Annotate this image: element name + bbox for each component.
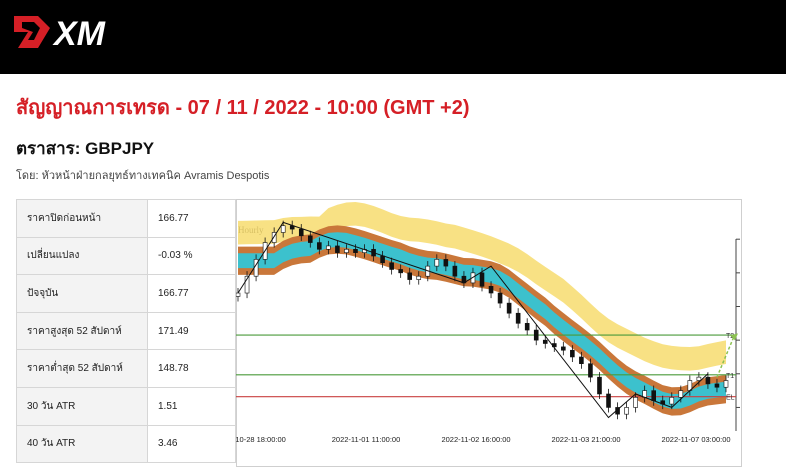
svg-text:XM: XM xyxy=(52,15,106,52)
stats-value: 3.46 xyxy=(147,424,236,464)
arrow-head xyxy=(730,333,738,341)
candle xyxy=(579,351,584,369)
candle xyxy=(533,325,539,346)
candle xyxy=(542,335,548,349)
stats-table: ราคาปิดก่อนหน้า 166.77 เปลี่ยนแปลง -0.03 % ป… xyxy=(16,199,236,464)
candle xyxy=(434,254,440,272)
x-tick-label: 2022-10-28 18:00:00 xyxy=(236,435,286,444)
candle xyxy=(407,267,413,285)
price-chart: Hourly171.00170.00169.00168.00167.00166.… xyxy=(236,202,740,444)
stats-row: ราคาปิดก่อนหน้า 166.77 xyxy=(16,199,236,238)
stats-value: 171.49 xyxy=(147,311,236,351)
candle xyxy=(344,244,349,258)
instrument-label: ตราสาร: GBPJPY xyxy=(16,139,155,158)
candle xyxy=(298,224,304,241)
candle xyxy=(669,392,675,410)
page-title: สัญญาณการเทรด - 07 / 11 / 2022 - 10:00 (… xyxy=(16,97,470,119)
x-tick-label: 2022-11-02 16:00:00 xyxy=(441,435,510,444)
candle xyxy=(606,388,611,413)
candle xyxy=(515,308,521,329)
candle xyxy=(244,271,250,299)
stats-label: เปลี่ยนแปลง xyxy=(16,236,148,276)
stats-label: 30 วัน ATR xyxy=(16,386,148,426)
candle xyxy=(236,287,241,302)
candle xyxy=(307,230,313,248)
stats-row: 40 วัน ATR 3.46 xyxy=(16,424,236,464)
stats-row: เปลี่ยนแปลง -0.03 % xyxy=(16,236,236,276)
stats-label: ราคาต่ำสุด 52 สัปดาห์ xyxy=(16,349,148,388)
stats-value: -0.03 % xyxy=(147,236,236,276)
stats-label: 40 วัน ATR xyxy=(16,424,148,464)
xm-logo[interactable]: XM xyxy=(14,12,134,52)
stats-label: ปัจจุบัน xyxy=(16,274,148,313)
candle xyxy=(696,372,702,386)
stats-value: 148.78 xyxy=(147,349,236,388)
author-byline: โดย: หัวหน้าฝ่ายกลยุทธ์ทางเทคนิค Avramis… xyxy=(16,170,270,182)
x-tick-label: 2022-11-03 21:00:00 xyxy=(551,435,620,444)
stats-row: ปัจจุบัน 166.77 xyxy=(16,274,236,313)
candle xyxy=(506,298,512,319)
candle xyxy=(497,287,503,309)
cyan-band xyxy=(238,232,726,409)
candle xyxy=(443,254,449,272)
x-tick-label: 2022-11-01 11:00:00 xyxy=(332,435,401,444)
level-label: T2 xyxy=(726,333,734,340)
candle xyxy=(524,318,530,336)
candle xyxy=(280,220,286,238)
projection-arrow xyxy=(716,336,735,378)
stats-label: ราคาปิดก่อนหน้า xyxy=(16,199,148,238)
candle xyxy=(570,345,575,363)
candle xyxy=(588,358,593,383)
level-label: T1 xyxy=(726,373,734,380)
candle xyxy=(723,375,729,393)
candle xyxy=(597,372,602,400)
candle xyxy=(335,240,340,258)
candle xyxy=(561,341,566,356)
stats-row: 30 วัน ATR 1.51 xyxy=(16,386,236,426)
candle xyxy=(317,237,322,255)
candle xyxy=(624,402,629,420)
candle xyxy=(714,378,720,393)
orange-band xyxy=(238,225,726,416)
candle xyxy=(398,264,403,278)
zigzag-line xyxy=(237,221,709,419)
candle xyxy=(705,372,711,389)
stats-label: ราคาสูงสุด 52 สัปดาห์ xyxy=(16,311,148,351)
stats-row: ราคาสูงสุด 52 สัปดาห์ 171.49 xyxy=(16,311,236,351)
level-label: EL xyxy=(726,395,735,402)
stats-value: 166.77 xyxy=(147,274,236,313)
candle xyxy=(416,271,422,285)
yellow-band xyxy=(238,202,726,371)
candle xyxy=(470,267,476,288)
top-bar: XM xyxy=(0,0,786,74)
candle xyxy=(633,392,638,413)
stats-row: ราคาต่ำสุด 52 สัปดาห์ 148.78 xyxy=(16,349,236,388)
candle xyxy=(271,227,277,248)
candle xyxy=(326,240,331,255)
stats-value: 1.51 xyxy=(147,386,236,426)
candle xyxy=(488,281,494,299)
x-tick-label: 2022-11-07 03:00:00 xyxy=(661,435,730,444)
candle xyxy=(452,261,458,282)
candle xyxy=(389,257,394,275)
stats-value: 166.77 xyxy=(147,199,236,238)
